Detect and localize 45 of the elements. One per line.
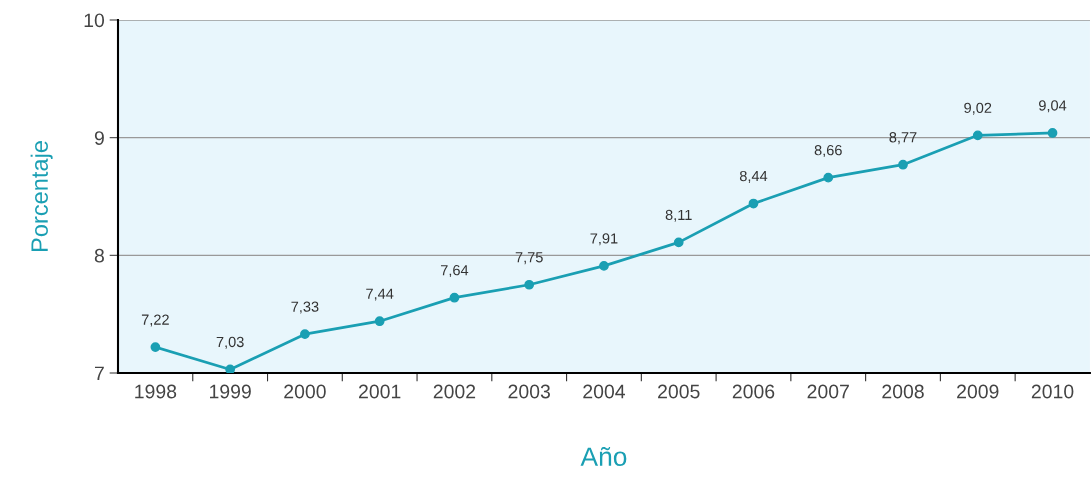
x-tick-label: 2008 [882, 384, 924, 399]
point [225, 364, 236, 373]
data-label: 8,44 [739, 170, 768, 183]
data-label: 7,75 [515, 252, 543, 265]
x-tick-label: 2004 [583, 384, 626, 399]
x-tick-label: 2007 [807, 384, 849, 399]
y-axis-title: Porcentaje [30, 141, 53, 251]
point [972, 130, 983, 141]
point [823, 172, 834, 183]
point [449, 292, 460, 303]
x-axis-title: Año [580, 446, 627, 467]
point [374, 316, 385, 327]
data-label: 7,22 [141, 314, 169, 327]
x-tick-label: 2006 [732, 384, 775, 399]
x-tick-label: 1998 [135, 384, 177, 399]
data-label: 7,44 [366, 288, 394, 301]
point [1047, 128, 1058, 138]
x-tick-label: 2003 [508, 384, 550, 399]
x-tick-label: 2010 [1031, 384, 1074, 399]
point [599, 261, 609, 271]
y-tick-label: 9 [94, 131, 104, 145]
point [673, 237, 684, 248]
x-tick-label: 2000 [284, 384, 326, 399]
data-label: 7,03 [216, 336, 244, 349]
data-label: 8,77 [889, 132, 917, 145]
data-label: 7,91 [590, 233, 618, 246]
x-tick-label: 2001 [359, 384, 401, 399]
data-label: 8,66 [814, 145, 842, 158]
point [300, 329, 310, 340]
data-label: 9,02 [964, 102, 992, 115]
point [898, 159, 908, 170]
point [150, 342, 161, 352]
x-tick-label: 2002 [433, 384, 476, 399]
data-label: 9,04 [1039, 100, 1067, 113]
data-label: 8,11 [665, 209, 692, 222]
x-tick-label: 2009 [957, 384, 999, 399]
data-label: 7,33 [291, 301, 319, 314]
y-tick-label: 7 [94, 366, 104, 381]
y-tick-label: 8 [94, 248, 104, 263]
x-tick-label: 2005 [658, 384, 700, 399]
y-tick-label: 10 [84, 13, 105, 28]
point [524, 279, 535, 290]
point [748, 198, 759, 209]
data-label: 7,64 [440, 265, 469, 278]
x-tick-label: 1999 [210, 384, 251, 399]
